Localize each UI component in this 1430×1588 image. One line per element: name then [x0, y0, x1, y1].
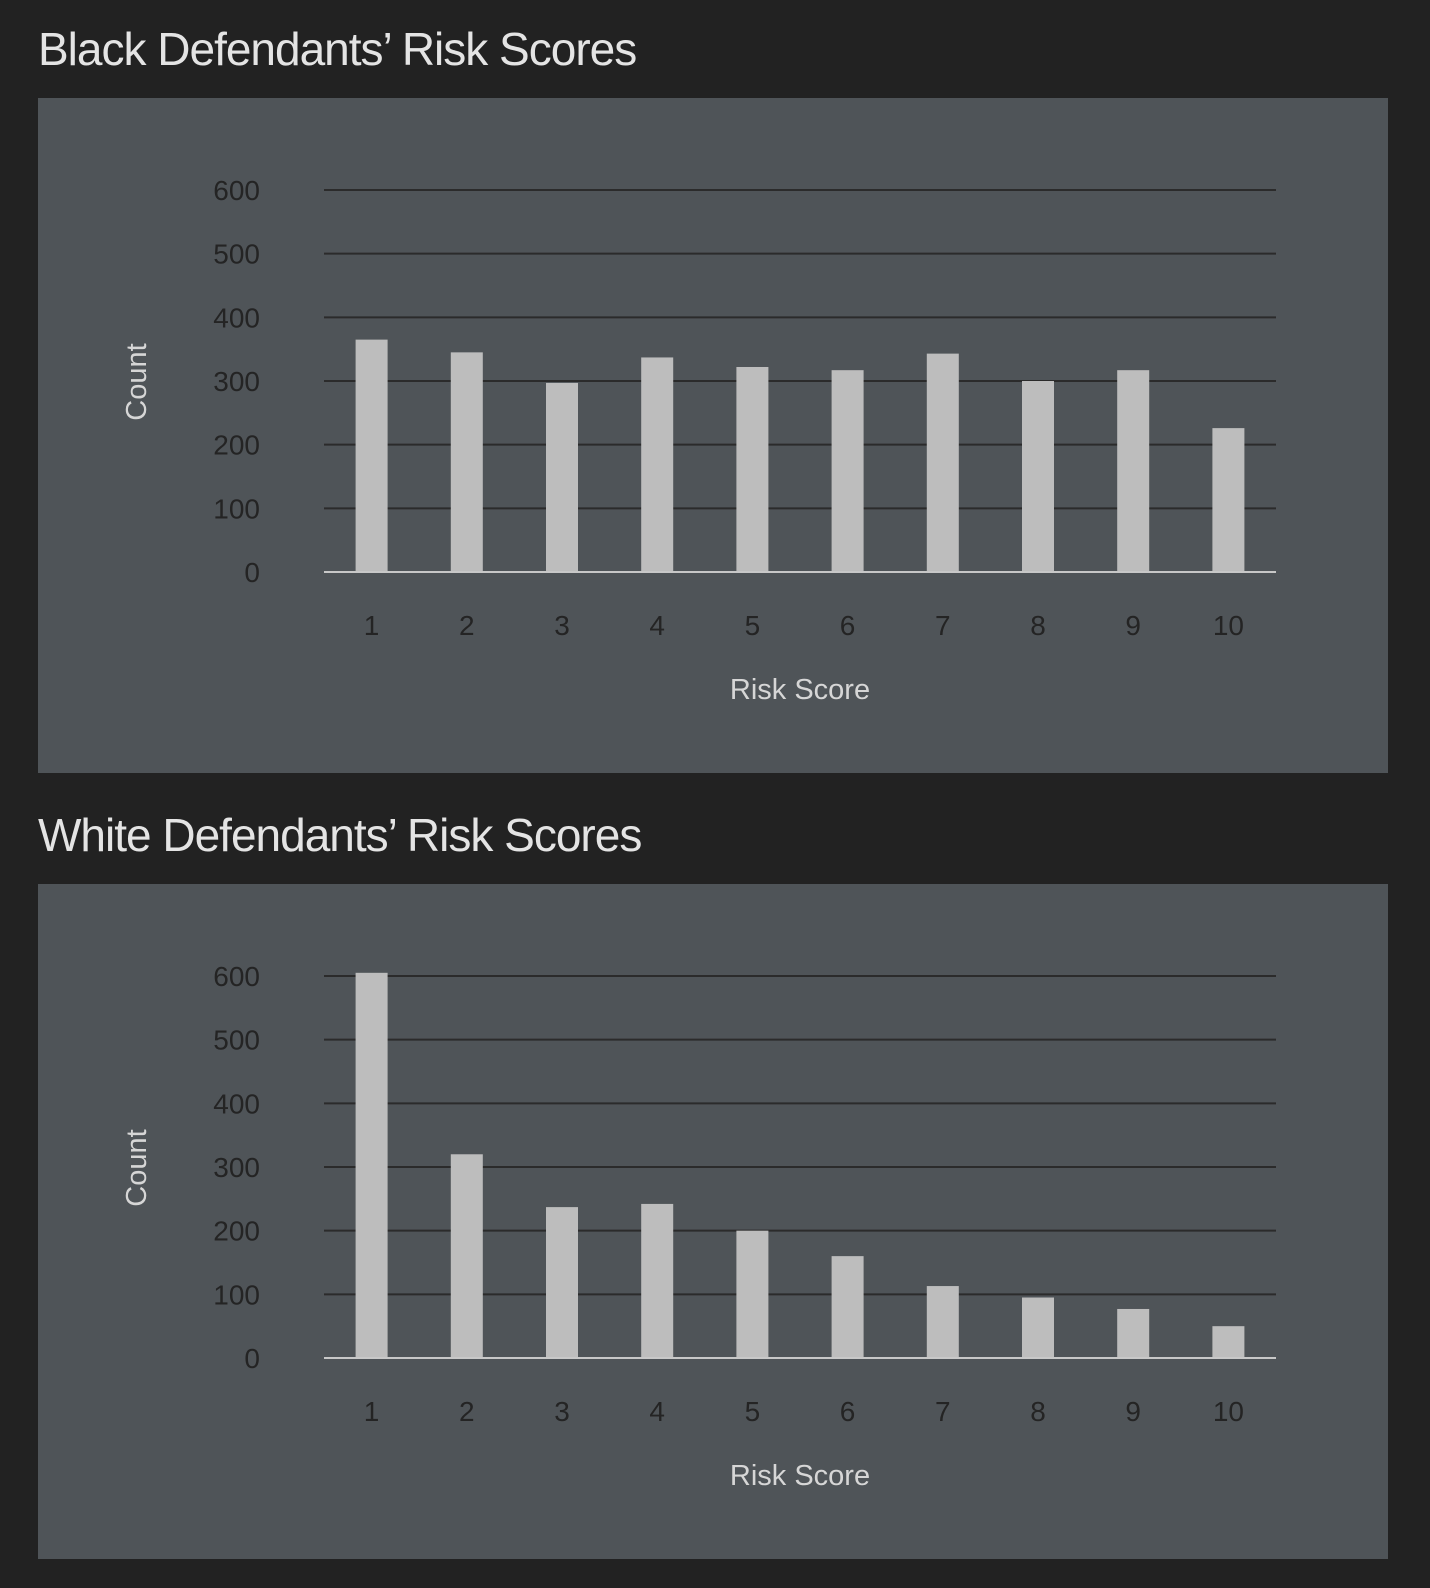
bar: [450, 352, 483, 572]
x-tick-label: 1: [364, 610, 380, 641]
x-axis-label: Risk Score: [730, 674, 870, 706]
bar: [831, 1256, 864, 1358]
x-tick-label: 9: [1125, 610, 1141, 641]
y-tick-label: 600: [213, 175, 260, 206]
bar: [1117, 1308, 1150, 1358]
x-tick-label: 4: [649, 610, 665, 641]
bar-chart-white: 0 100 200 300 400 500 600 1 2 3 4 5 6 7 8 9 10 Risk Score…: [121, 961, 1276, 1492]
x-tick-label: 3: [554, 610, 570, 641]
bar: [926, 353, 959, 572]
y-tick-label: 300: [213, 366, 260, 397]
bar: [1212, 1326, 1245, 1358]
x-tick-label: 8: [1030, 610, 1046, 641]
y-tick-label: 300: [213, 1152, 260, 1183]
x-tick-label: 3: [554, 1396, 570, 1427]
y-axis-label: Count: [121, 1129, 153, 1206]
x-tick-label: 6: [840, 1396, 856, 1427]
x-tick-label: 10: [1213, 1396, 1244, 1427]
y-tick-label: 400: [213, 1088, 260, 1119]
bar: [1212, 428, 1245, 572]
bar: [641, 357, 674, 572]
y-tick-label: 0: [244, 557, 260, 588]
bar: [736, 1230, 769, 1358]
x-tick-label: 4: [649, 1396, 665, 1427]
bar: [1022, 381, 1054, 572]
y-tick-label: 100: [213, 1279, 260, 1310]
bar: [355, 339, 388, 572]
chart-panel-white: 0 100 200 300 400 500 600 1 2 3 4 5 6 7 8 9 10 Risk Score…: [38, 884, 1388, 1559]
x-tick-label: 8: [1030, 1396, 1046, 1427]
bar: [1117, 370, 1150, 572]
chart-title-black: Black Defendants’ Risk Scores: [38, 23, 637, 75]
y-tick-label: 400: [213, 302, 260, 333]
y-tick-label: 100: [213, 493, 260, 524]
y-tick-label: 200: [213, 430, 260, 461]
bar: [641, 1203, 674, 1358]
y-axis-label: Count: [121, 343, 153, 420]
bar-chart-black: 0 100 200 300 400 500 600 1 2 3 4 5 6 7 8 9 10 Risk Score…: [121, 175, 1276, 706]
x-tick-label: 9: [1125, 1396, 1141, 1427]
x-tick-label: 1: [364, 1396, 380, 1427]
y-tick-label: 200: [213, 1216, 260, 1247]
bar: [355, 972, 388, 1358]
x-axis-label: Risk Score: [730, 1460, 870, 1492]
y-tick-label: 500: [213, 239, 260, 270]
bar: [450, 1154, 483, 1358]
x-tick-label: 2: [459, 610, 475, 641]
x-tick-label: 7: [935, 610, 951, 641]
bar: [736, 366, 769, 572]
bar: [546, 382, 578, 572]
bar: [546, 1207, 578, 1358]
x-tick-label: 5: [745, 1396, 761, 1427]
chart-title-white: White Defendants’ Risk Scores: [38, 809, 642, 861]
bar: [831, 370, 864, 572]
bar: [1022, 1297, 1054, 1358]
x-tick-label: 6: [840, 610, 856, 641]
y-tick-label: 500: [213, 1025, 260, 1056]
x-tick-label: 2: [459, 1396, 475, 1427]
y-tick-label: 0: [244, 1343, 260, 1374]
bar: [926, 1286, 959, 1358]
chart-panel-black: 0 100 200 300 400 500 600 1 2 3 4 5 6 7 8 9 10 Risk Score…: [38, 98, 1388, 773]
x-tick-label: 5: [745, 610, 761, 641]
x-tick-label: 10: [1213, 610, 1244, 641]
y-tick-label: 600: [213, 961, 260, 992]
x-tick-label: 7: [935, 1396, 951, 1427]
